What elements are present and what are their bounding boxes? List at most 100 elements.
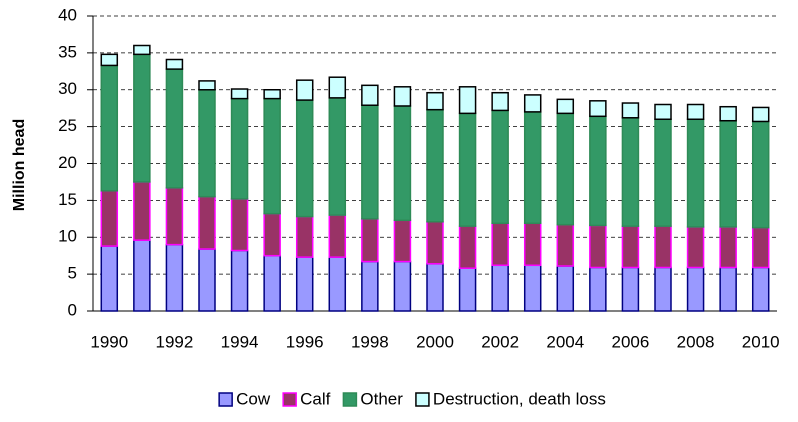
bar-segment [198,89,216,198]
bar-segment [751,266,770,312]
bar-segment [654,266,672,312]
y-tick-label: 35 [58,42,77,61]
y-tick-label: 0 [68,300,77,319]
bar-segment [198,80,216,91]
bar-segment [686,226,705,269]
bar-segment [361,260,379,312]
bar-segment [556,112,575,226]
bar-segment [556,98,575,115]
bar-segment [198,248,216,312]
bar-segment [751,106,770,123]
bar-segment [654,118,672,227]
bar-segment [686,266,705,312]
bar-segment [458,225,477,269]
bar-segment [295,256,314,312]
bar-segment [328,97,347,216]
bar-segment [165,58,184,70]
bar-segment [523,264,542,312]
bar-segment [263,212,281,257]
bar-segment [361,84,379,106]
bar-segment [393,105,412,222]
bar-segment [719,226,737,269]
bar-segment [654,103,672,120]
bar-segment [556,223,575,267]
bar-segment [458,112,477,227]
bar-segment [686,103,705,120]
bar-segment [133,44,151,56]
bar-segment [491,264,509,312]
bar-segment [328,256,347,312]
bar-segment [263,254,281,312]
bar-segment [393,86,412,107]
x-tick-label: 2006 [612,332,650,351]
bar-segment [295,99,314,218]
bar-segment [165,68,184,189]
bar-segment [100,64,119,192]
bar-segment [361,218,379,263]
bar-segment [230,198,249,252]
bar-segment [230,88,249,100]
bar-segment [230,97,249,200]
y-tick-label: 40 [58,5,77,24]
bar-segment [263,89,281,100]
bar-segment [328,76,347,99]
x-tick-label: 2002 [481,332,519,351]
bar-segment [621,117,640,227]
bar-segment [751,226,770,269]
legend-swatch [342,392,358,407]
bar-segment [198,195,216,250]
bar-segment [719,119,737,228]
bar-segment [100,245,119,312]
bar-segment [295,79,314,101]
bar-segment [165,187,184,246]
bar-segment [165,243,184,312]
legend-swatch [415,392,430,407]
bar-segment [133,53,151,183]
bar-segment [458,267,477,312]
bar-segment [621,266,640,312]
x-tick-label: 1994 [221,332,259,351]
bar-segment [621,102,640,119]
x-tick-label: 1990 [90,332,128,351]
legend-label: Calf [300,389,331,408]
bar-segment [589,266,607,312]
bar-segment [458,86,477,115]
legend-label: Cow [236,389,271,408]
bar-segment [686,118,705,228]
bar-segment [328,214,347,258]
y-tick-label: 25 [58,116,77,135]
bar-segment [263,97,281,215]
x-tick-label: 2010 [742,332,780,351]
bar-segment [100,53,119,67]
bar-segment [100,190,119,247]
bar-segment [523,94,542,113]
bar-segment [719,266,737,312]
bar-segment [426,91,444,111]
y-tick-label: 30 [58,79,77,98]
y-axis-label: Million head [11,119,28,211]
bar-segment [361,104,379,220]
x-tick-label: 1996 [286,332,324,351]
legend-label: Other [360,389,403,408]
y-tick-label: 10 [58,227,77,246]
bar-segment [654,225,672,269]
y-tick-label: 20 [58,153,77,172]
y-tick-label: 5 [68,264,77,283]
x-tick-label: 1998 [351,332,389,351]
x-tick-label: 2008 [677,332,715,351]
bar-segment [621,225,640,269]
bar-segment [426,263,444,312]
bar-segment [556,265,575,312]
legend-swatch [218,392,233,407]
legend-swatch [282,392,297,407]
bar-segment [133,239,151,312]
bar-segment [426,221,444,265]
bar-segment [589,100,607,118]
bar-segment [133,181,151,241]
bar-segment [719,105,737,122]
x-tick-label: 2000 [416,332,454,351]
bar-segment [393,260,412,312]
bar-segment [491,91,509,112]
bar-segment [751,120,770,229]
